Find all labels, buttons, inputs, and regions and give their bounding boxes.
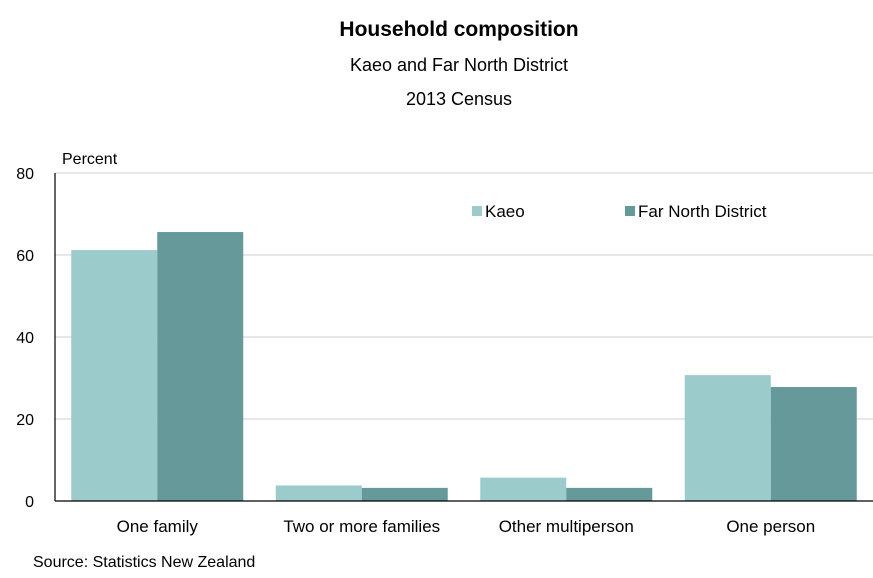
legend-swatch xyxy=(472,206,482,216)
y-axis-label: Percent xyxy=(62,151,118,168)
y-tick-label: 0 xyxy=(25,494,34,511)
y-axis-ticks: 0 20 40 60 80 xyxy=(16,166,34,511)
y-tick-label: 60 xyxy=(16,248,34,265)
x-category-label: One person xyxy=(726,517,815,536)
chart-title: Household composition xyxy=(339,18,578,41)
bar-far-north-district-one-family xyxy=(157,232,244,502)
bar-far-north-district-other-multiperson xyxy=(566,487,653,501)
source-note: Source: Statistics New Zealand xyxy=(33,554,255,571)
x-category-label: Other multiperson xyxy=(499,517,634,536)
chart-subtitle-line1: Kaeo and Far North District xyxy=(350,55,568,75)
x-axis-categories: One family Two or more families Other mult… xyxy=(117,517,816,536)
bar-kaeo-one-person xyxy=(684,375,771,501)
legend-label: Kaeo xyxy=(485,202,525,221)
legend-swatch xyxy=(625,206,635,216)
y-tick-label: 80 xyxy=(16,166,34,183)
bar-far-north-district-two-or-more-families xyxy=(361,487,448,501)
y-tick-label: 40 xyxy=(16,330,34,347)
bar-kaeo-two-or-more-families xyxy=(275,485,362,501)
bar-kaeo-other-multiperson xyxy=(480,477,567,501)
chart-subtitle-line2: 2013 Census xyxy=(406,89,512,109)
x-category-label: Two or more families xyxy=(283,517,440,536)
legend: Kaeo Far North District xyxy=(472,202,767,221)
y-tick-label: 20 xyxy=(16,412,34,429)
x-category-label: One family xyxy=(117,517,199,536)
bars xyxy=(71,232,857,502)
legend-label: Far North District xyxy=(638,202,767,221)
bar-far-north-district-one-person xyxy=(770,387,857,501)
bar-kaeo-one-family xyxy=(71,250,158,501)
